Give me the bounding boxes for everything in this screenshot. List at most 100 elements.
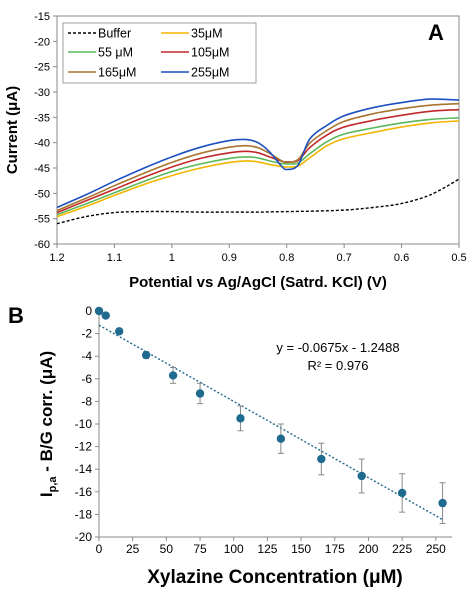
y-label-main: I: [37, 492, 56, 497]
legend-label: 105μM: [191, 46, 229, 60]
y-tick-label: -15: [34, 11, 50, 23]
panel-b-y-ticks: 0 -2 -4 -6 -8 -10 -12 -14 -16 -18 -20: [75, 304, 99, 544]
panel-a-label: A: [428, 20, 444, 45]
data-point: [236, 405, 245, 432]
y-tick-label: -60: [34, 239, 50, 251]
data-point: [94, 306, 104, 316]
data-point: [101, 311, 110, 320]
y-tick-label: -35: [34, 112, 50, 124]
series-line-165um: [56, 102, 460, 212]
x-tick-label: 1.1: [107, 252, 122, 264]
panel-a-x-ticks: 1.2 1.1 1 0.9 0.8 0.7 0.6 0.5: [49, 244, 467, 264]
panel-b-x-axis-label: Xylazine Concentration (μM): [147, 567, 402, 588]
y-tick-label: -6: [81, 372, 92, 386]
y-tick-label: -30: [34, 87, 50, 99]
point-marker: [397, 488, 407, 498]
point-marker: [357, 471, 366, 481]
panel-b-calibration: B 0 -2 -4 -6 -8 -10 -12 -14 -16 -18 -20 0 25 50 75 100…: [8, 303, 452, 588]
x-tick-label: 1: [169, 252, 175, 264]
y-tick-label: -10: [75, 417, 93, 431]
point-marker: [236, 414, 245, 423]
y-label-rest: - B/G corr. (μA): [37, 351, 56, 477]
data-point: [357, 458, 366, 494]
x-tick-label: 0: [96, 542, 103, 556]
panel-b-equation: y = -0.0675x - 1.2488: [276, 340, 399, 355]
panel-b-x-ticks: 0 25 50 75 100 125 150 175 200 225 250: [96, 537, 446, 556]
legend-label: 55 μM: [98, 46, 133, 60]
y-tick-label: -2: [81, 327, 92, 341]
x-tick-label: 0.5: [451, 252, 466, 264]
point-marker: [115, 327, 124, 336]
point-marker: [276, 434, 286, 443]
y-tick-label: -20: [34, 36, 50, 48]
x-tick-label: 0.6: [394, 252, 409, 264]
y-tick-label: -14: [75, 462, 93, 476]
x-tick-label: 250: [426, 542, 446, 556]
data-point: [397, 473, 407, 513]
y-tick-label: -20: [75, 530, 93, 544]
y-tick-label: -40: [34, 138, 50, 150]
y-tick-label: -16: [75, 485, 93, 499]
linear-trendline: [98, 324, 443, 521]
y-tick-label: -55: [34, 214, 50, 226]
panel-a-series-lines: [56, 98, 460, 225]
legend-entry-55um: 55 μM: [68, 46, 133, 60]
x-tick-label: 0.9: [222, 252, 237, 264]
panel-b-label: B: [8, 303, 24, 328]
x-tick-label: 225: [392, 542, 412, 556]
y-tick-label: 0: [85, 304, 92, 318]
x-tick-label: 50: [160, 542, 174, 556]
point-marker: [168, 371, 178, 380]
data-point: [276, 423, 286, 454]
y-tick-label: -12: [75, 440, 93, 454]
point-marker: [94, 306, 104, 316]
x-tick-label: 175: [325, 542, 345, 556]
x-tick-label: 150: [291, 542, 311, 556]
legend-label: Buffer: [98, 27, 131, 41]
y-tick-label: -25: [34, 62, 50, 74]
legend-entry-105um: 105μM: [161, 46, 229, 60]
legend-label: 165μM: [98, 66, 136, 80]
series-line-255um: [56, 98, 460, 209]
y-tick-label: -50: [34, 188, 50, 200]
point-marker: [141, 350, 151, 360]
panel-b-r-squared: R² = 0.976: [307, 358, 368, 373]
series-line-55um: [56, 117, 460, 216]
legend-label: 35μM: [191, 27, 223, 41]
point-marker: [438, 498, 447, 508]
panel-a-voltammogram: -15 -20 -25 -30 -35 -40 -45 -50 -55 -60 1.2 1.1 1 0.…: [4, 11, 467, 291]
panel-a-x-axis-label: Potential vs Ag/AgCl (Satrd. KCl) (V): [129, 274, 387, 291]
data-point: [317, 442, 326, 476]
y-tick-label: -8: [81, 394, 92, 408]
legend-label: 255μM: [191, 66, 229, 80]
panel-a-y-axis-label: Current (μA): [4, 86, 21, 174]
point-marker: [317, 454, 326, 464]
legend-entry-255um: 255μM: [161, 66, 229, 80]
point-marker: [101, 311, 110, 320]
data-point: [168, 367, 178, 384]
x-tick-label: 125: [257, 542, 277, 556]
panel-b-y-axis-label: Ip,a - B/G corr. (μA): [37, 351, 59, 497]
series-line-35um: [56, 120, 460, 218]
y-tick-label: -18: [75, 507, 93, 521]
x-tick-label: 0.7: [336, 252, 351, 264]
point-marker: [195, 389, 205, 398]
x-tick-label: 0.8: [279, 252, 294, 264]
legend-entry-35um: 35μM: [161, 27, 223, 41]
data-point: [141, 350, 151, 360]
panel-b-trendline-group: [98, 324, 443, 521]
series-line-buffer: [56, 178, 460, 225]
panel-b-data-points: [94, 306, 447, 524]
data-point: [195, 382, 205, 405]
y-tick-label: -45: [34, 163, 50, 175]
y-label-subscript: p,a: [47, 476, 59, 493]
x-tick-label: 100: [224, 542, 244, 556]
data-point: [115, 327, 124, 336]
y-tick-label: -4: [81, 349, 92, 363]
panel-a-legend: Buffer 35μM 55 μM 105μM 165μM 255μM: [62, 22, 257, 84]
panel-a-y-ticks: -15 -20 -25 -30 -35 -40 -45 -50 -55 -60: [34, 11, 57, 251]
legend-entry-buffer: Buffer: [68, 27, 131, 41]
legend-entry-165um: 165μM: [68, 66, 136, 80]
x-tick-label: 25: [126, 542, 140, 556]
